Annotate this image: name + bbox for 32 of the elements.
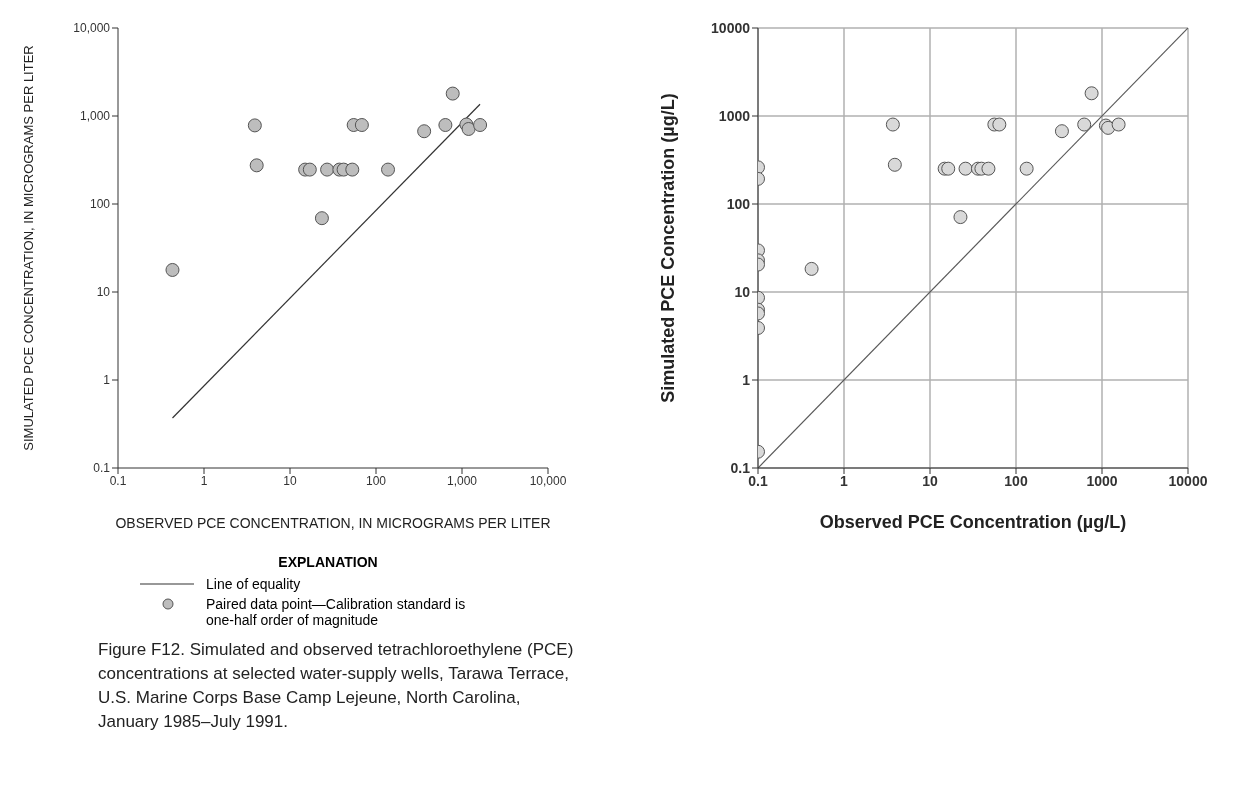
y-tick-label: 1 [742, 371, 751, 388]
x-tick-label: 1 [200, 473, 208, 488]
y-tick-label: 10,000 [73, 21, 111, 36]
y-tick-label: 1000 [718, 107, 751, 124]
y-tick-label: 10 [734, 283, 751, 300]
x-tick-label: 0.1 [109, 473, 127, 488]
y-axis-title: Simulated PCE Concentration (µg/L) [658, 93, 679, 403]
y-axis-title: SIMULATED PCE CONCENTRATION, IN MICROGRAMS PER LITER [20, 45, 36, 451]
caption: Figure F12. Simulated and observed tetrachloroethylene (PCE) concentrations at selected water-supply wells, Tarawa Terrace, U.S. Marine Corps Base Camp Lejeune, North Carolina, January 1985–July 1991. [98, 639, 575, 733]
x-tick-label: 1000 [1086, 472, 1118, 489]
legend-label: Line of equality [206, 576, 302, 592]
y-tick-label: 10000 [711, 19, 751, 36]
y-tick-label: 1 [103, 373, 111, 388]
x-tick-label: 10 [283, 473, 297, 488]
y-tick-label: 1,000 [79, 109, 111, 124]
y-tick-label: 100 [89, 197, 111, 212]
x-tick-label: 1,000 [446, 473, 478, 488]
y-tick-label: 0.1 [730, 459, 751, 476]
x-axis-title: OBSERVED PCE CONCENTRATION, IN MICROGRAMS PER LITER [115, 515, 551, 531]
x-axis-title: Observed PCE Concentration (µg/L) [819, 512, 1127, 532]
x-tick-label: 10 [922, 472, 938, 489]
x-tick-label: 0.1 [748, 472, 768, 489]
x-tick-label: 10000 [1168, 472, 1208, 489]
x-tick-label: 1 [840, 472, 849, 489]
x-tick-label: 10,000 [529, 473, 567, 488]
legend-title: EXPLANATION [277, 554, 379, 570]
y-tick-label: 10 [96, 285, 111, 300]
x-tick-label: 100 [365, 473, 387, 488]
legend-label: Paired data point—Calibration standard is one-half order of magnitude [206, 596, 466, 628]
y-tick-label: 100 [726, 195, 751, 212]
y-tick-label: 0.1 [93, 461, 111, 476]
x-tick-label: 100 [1004, 472, 1028, 489]
